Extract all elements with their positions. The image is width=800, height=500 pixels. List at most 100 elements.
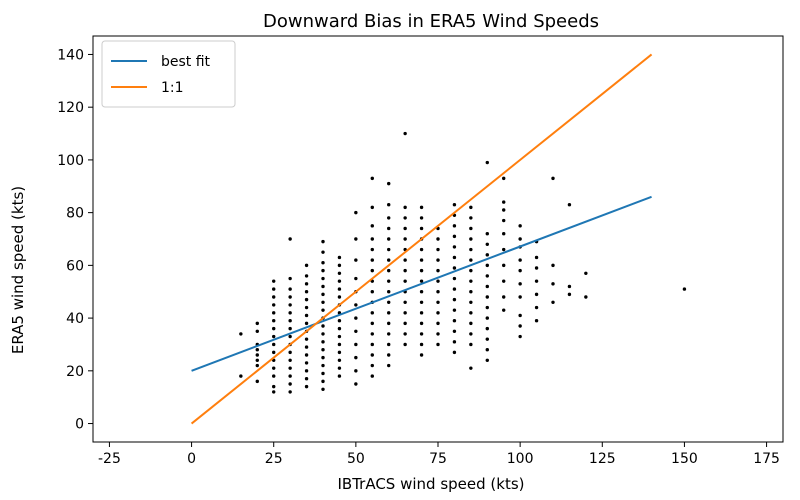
scatter-point [403, 321, 407, 326]
scatter-point [387, 363, 391, 368]
scatter-point [255, 329, 259, 333]
scatter-point [321, 300, 325, 304]
legend-box [101, 40, 236, 108]
scatter-point [272, 303, 276, 307]
scatter-point [452, 340, 457, 344]
scatter-point [354, 258, 358, 262]
scatter-point [485, 337, 489, 341]
x-tick-label: 75 [429, 451, 447, 467]
scatter-point [354, 210, 358, 215]
scatter-point [485, 242, 489, 246]
scatter-point [485, 274, 489, 278]
scatter-point [419, 300, 424, 304]
scatter-point [304, 321, 309, 326]
x-tick-label: 25 [265, 451, 283, 467]
y-tick-label: 80 [66, 206, 84, 222]
scatter-point [452, 234, 457, 239]
scatter-point [304, 353, 309, 357]
scatter-point [255, 363, 259, 368]
scatter-point [288, 358, 292, 362]
scatter-point [337, 334, 342, 339]
scatter-point [288, 295, 292, 299]
scatter-point [370, 176, 374, 181]
scatter-point [387, 300, 391, 304]
scatter-point [452, 319, 457, 323]
scatter-point [452, 255, 457, 260]
scatter-point [419, 226, 424, 231]
scatter-point [321, 261, 325, 265]
scatter-point [304, 337, 309, 341]
scatter-point [485, 358, 489, 362]
scatter-point [370, 342, 374, 347]
scatter-point [387, 332, 391, 336]
scatter-point [387, 226, 391, 231]
scatter-point [469, 290, 473, 294]
scatter-point [321, 332, 325, 336]
scatter-point [321, 250, 325, 254]
y-tick-label: 20 [66, 364, 84, 380]
scatter-point [370, 332, 374, 336]
scatter-point [321, 348, 325, 352]
scatter-point [288, 390, 292, 394]
scatter-point [518, 268, 522, 273]
scatter-point [469, 332, 473, 336]
scatter-point [567, 203, 572, 207]
scatter-point [469, 258, 473, 262]
scatter-point [337, 271, 342, 275]
scatter-point [518, 313, 522, 318]
scatter-point [321, 284, 325, 289]
scatter-point [452, 245, 457, 249]
chart-title: Downward Bias in ERA5 Wind Speeds [263, 11, 599, 32]
scatter-point [272, 350, 276, 355]
scatter-point [304, 361, 309, 365]
scatter-point [387, 237, 391, 241]
scatter-point [403, 300, 407, 304]
scatter-point [502, 279, 506, 283]
legend-label: 1:1 [161, 80, 184, 96]
scatter-point [436, 247, 440, 252]
scatter-point [272, 366, 276, 370]
x-tick-label: 175 [753, 451, 780, 467]
scatter-point [469, 237, 473, 241]
scatter-point [288, 326, 292, 331]
scatter-point [337, 374, 342, 378]
scatter-point [534, 255, 539, 260]
scatter-point [502, 200, 506, 204]
scatter-point [272, 374, 276, 378]
scatter-point [304, 297, 309, 302]
x-axis-label: IBTrACS wind speed (kts) [337, 475, 524, 493]
scatter-point [469, 205, 473, 210]
scatter-point [387, 258, 391, 262]
scatter-point [370, 374, 374, 378]
scatter-point [419, 205, 424, 210]
scatter-point [288, 303, 292, 307]
scatter-point [518, 295, 522, 299]
scatter-point [469, 279, 473, 283]
plot-frame [92, 35, 784, 443]
scatter-point [387, 216, 391, 220]
legend: best fit 1:1 [101, 40, 236, 108]
scatter-point [403, 226, 407, 231]
scatter-point [452, 287, 457, 291]
scatter-point [272, 334, 276, 339]
scatter-point [304, 345, 309, 349]
scatter-series [239, 131, 687, 394]
scatter-point [436, 342, 440, 347]
scatter-point [272, 390, 276, 394]
scatter-point [551, 263, 555, 268]
legend-label: best fit [161, 54, 211, 70]
scatter-point [452, 350, 457, 355]
scatter-point [370, 321, 374, 326]
scatter-point [419, 332, 424, 336]
scatter-point [518, 334, 522, 339]
scatter-point [584, 295, 588, 299]
scatter-point [469, 216, 473, 220]
scatter-point [403, 258, 407, 262]
scatter-point [255, 353, 259, 357]
scatter-point [288, 311, 292, 315]
y-axis-ticks: 0 20 40 60 80 100 120 140 [57, 47, 93, 433]
y-tick-label: 120 [57, 100, 84, 116]
scatter-point [255, 379, 259, 384]
scatter-point [403, 131, 407, 136]
scatter-point [518, 282, 522, 286]
